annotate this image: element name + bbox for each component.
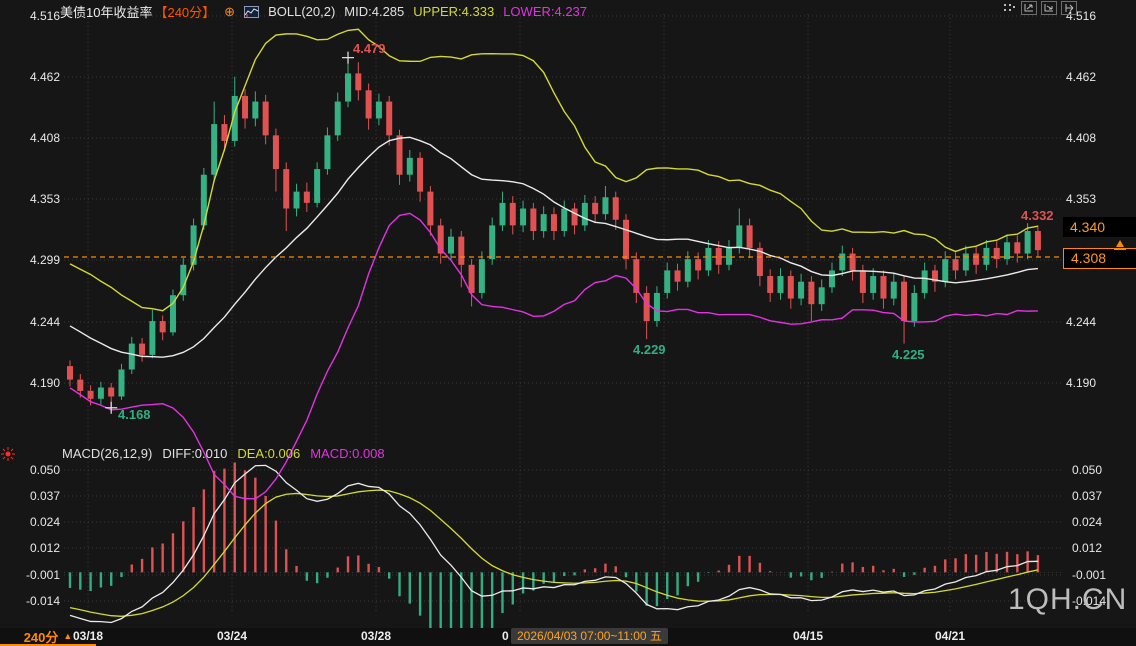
boll-mid-value: MID:4.285 [344,4,405,19]
boll-params-label: BOLL(20,2) [268,4,336,19]
macd-axis-label: 0.050 [29,463,60,477]
y-axis-label: 4.299 [29,253,60,267]
scale-y-axis-icon[interactable] [1041,1,1057,15]
period-tab-label: 240分 [23,629,59,645]
upper-price-tag: 4.340 [1063,217,1136,237]
x-axis-tick: 04/21 [934,629,966,643]
y-axis-label: 4.244 [29,315,60,329]
high-price-annotation: 4.479 [353,41,386,56]
scale-x-axis-icon[interactable] [1021,1,1037,15]
macd-axis-label: -0.001 [1072,568,1107,582]
y-axis-label: 4.408 [1066,131,1097,145]
x-axis-tick: 03/28 [360,629,392,643]
macd-axis-label: -0.014 [25,594,60,608]
grid-layout-icon[interactable] [1001,1,1017,15]
pan-right-icon[interactable] [1061,1,1077,15]
symbol-title: 美债10年收益率 [60,5,153,20]
x-axis-tick: 03/18 [72,629,104,643]
watermark: 1QH.CN [1008,583,1128,616]
y-axis-label: 4.190 [1066,376,1097,390]
y-axis-label: 4.462 [1066,70,1097,84]
macd-axis-label: 0.050 [1072,463,1103,477]
macd-value: MACD:0.008 [310,446,385,461]
boll-upper-value: UPPER:4.333 [413,4,495,19]
y-axis-label: 4.244 [1066,315,1097,329]
macd-axis-label: 0.024 [1072,515,1103,529]
swing-low-annotation: 4.229 [633,342,666,357]
macd-diff-value: DIFF:0.010 [162,446,228,461]
chart-toolbar [1001,1,1077,15]
macd-axis-label: 0.024 [29,515,60,529]
macd-axis-label: 0.012 [1072,541,1103,555]
macd-axis-label: 0.012 [29,541,60,555]
boll-lower-value: LOWER:4.237 [503,4,588,19]
chevron-up-icon: ▲ [63,631,73,641]
alert-burst-icon[interactable] [1,447,15,466]
swing-low-annotation: 4.225 [892,347,925,362]
compare-add-icon[interactable]: ⊕ [224,3,236,19]
recent-high-annotation: 4.332 [1021,208,1054,223]
macd-header: MACD(26,12,9) DIFF:0.010 DEA:0.006 MACD:… [62,446,385,461]
y-axis-label: 4.516 [1066,9,1097,23]
low-price-annotation: 4.168 [118,407,151,422]
macd-dea-value: DEA:0.006 [237,446,301,461]
period-tab-240min[interactable]: 240分 ▲ [0,628,96,646]
chart-style-icon[interactable] [244,5,260,18]
y-axis-label: 4.353 [29,192,60,206]
y-axis-label: 4.190 [29,376,60,390]
y-axis-label: 4.462 [29,70,60,84]
current-price-tag: 4.308 [1063,248,1136,269]
x-axis-tick: 04/15 [792,629,824,643]
y-axis-label: 4.353 [1066,192,1097,206]
price-alert-icon[interactable] [1113,238,1127,256]
macd-axis-label: -0.001 [25,568,60,582]
bar-datetime-chip: 2026/04/03 07:00~11:00 五 [511,628,668,644]
macd-axis-label: -0.014 [1072,594,1107,608]
y-axis-label: 4.516 [29,9,60,23]
time-axis-bar: 240分 ▲ 03/18 03/24 03/28 0 2026/04/03 07… [0,628,1136,646]
macd-axis-label: 0.037 [29,489,60,503]
x-axis-tick: 03/24 [216,629,248,643]
y-axis-label: 4.408 [29,131,60,145]
macd-axis-label: 0.037 [1072,489,1103,503]
chart-header: 美债10年收益率 【240分】 ⊕ BOLL(20,2) MID:4.285 U… [60,2,587,21]
x-axis-tick-partial: 0 [502,629,509,643]
macd-params-label: MACD(26,12,9) [62,446,153,461]
period-label[interactable]: 【240分】 [154,5,216,20]
